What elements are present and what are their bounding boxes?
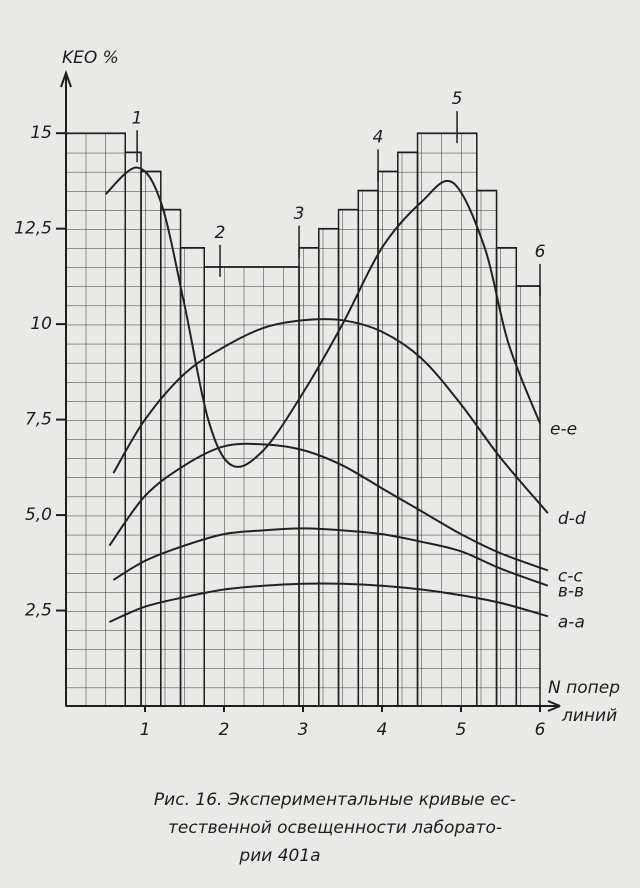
caption: тественной освещенности лаборато-	[168, 818, 502, 838]
y-tick-label: 15	[30, 123, 52, 143]
x-tick-label: 2	[219, 720, 230, 740]
grid-envelope-step	[65, 132, 126, 707]
y-axis	[60, 70, 72, 706]
x-tick-label: 4	[377, 720, 388, 740]
curve	[112, 527, 549, 587]
x-axis	[66, 700, 561, 712]
y-tick-label: 2,5	[25, 601, 52, 621]
curve	[104, 166, 541, 468]
section-label: 5	[452, 89, 463, 109]
curve-label: е-е	[550, 419, 577, 439]
grid-envelope-step	[318, 227, 340, 707]
grid-envelope-step	[160, 208, 182, 707]
curve-label: в-в	[558, 582, 584, 602]
x-axis-label: линий	[561, 706, 617, 726]
y-tick-label: 7,5	[25, 410, 52, 430]
grid-envelope-step	[337, 208, 360, 707]
curve	[108, 442, 549, 572]
grid-envelope-step	[357, 189, 379, 707]
x-tick-label: 5	[456, 720, 467, 740]
grid-envelope-step	[416, 132, 478, 707]
grid-envelope-step	[203, 266, 300, 707]
y-tick-label: 5,0	[25, 505, 52, 525]
section-label: 2	[215, 223, 226, 243]
grid-envelope-step	[179, 247, 206, 707]
x-tick-label: 3	[298, 720, 309, 740]
grid-envelope-step	[397, 151, 419, 707]
curve	[112, 318, 549, 514]
section-label: 1	[132, 108, 143, 128]
grid-envelope-step	[140, 170, 162, 707]
caption: рии 401а	[238, 846, 320, 866]
curve-label: а-а	[558, 612, 585, 632]
y-axis-label: KEO %	[62, 48, 119, 68]
section-label: 4	[373, 127, 384, 147]
curve-label: d-d	[558, 509, 586, 529]
grid-envelope-step	[298, 247, 320, 707]
y-tick-label: 10	[30, 314, 52, 334]
y-tick-label: 12,5	[14, 219, 52, 239]
x-axis-label: N попер	[548, 678, 620, 698]
curve	[109, 582, 549, 623]
section-label: 3	[294, 204, 305, 224]
x-tick-label: 1	[140, 720, 151, 740]
x-tick-label: 6	[535, 720, 546, 740]
caption: Рис. 16. Экспериментальные кривые ес-	[154, 790, 516, 810]
grid-envelope-step	[495, 247, 518, 707]
curve-label: с-с	[558, 566, 583, 586]
grid-envelope-step	[377, 170, 399, 707]
grid-envelope-step	[515, 285, 541, 707]
section-label: 6	[535, 242, 546, 262]
